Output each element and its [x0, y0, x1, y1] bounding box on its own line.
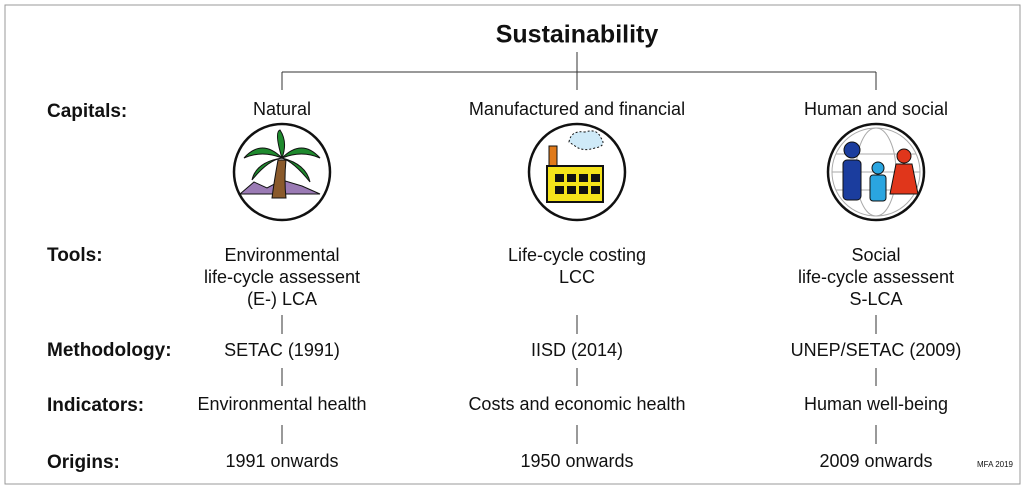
- page: Sustainability Capitals: Tools: Methodol…: [0, 0, 1033, 490]
- tool: life-cycle assessent: [798, 267, 954, 287]
- tool: LCC: [559, 267, 595, 287]
- row-label: Tools:: [47, 245, 103, 266]
- row-label: Origins:: [47, 452, 120, 473]
- indicator: Environmental health: [197, 394, 366, 414]
- tool: Social: [851, 245, 900, 265]
- natural-icon: [234, 124, 330, 220]
- diagram: Sustainability Capitals: Tools: Methodol…: [0, 0, 1033, 490]
- capital: Natural: [253, 99, 311, 119]
- row-label: Methodology:: [47, 340, 172, 361]
- credit: MFA 2019: [977, 460, 1014, 469]
- title: Sustainability: [496, 21, 659, 49]
- origin: 1950 onwards: [520, 451, 633, 471]
- origin: 2009 onwards: [819, 451, 932, 471]
- indicator: Costs and economic health: [468, 394, 685, 414]
- tool: S-LCA: [849, 289, 902, 309]
- tool: (E-) LCA: [247, 289, 317, 309]
- methodology: IISD (2014): [531, 340, 623, 360]
- people-icon: [828, 124, 924, 220]
- indicator: Human well-being: [804, 394, 948, 414]
- row-label: Indicators:: [47, 395, 144, 416]
- capital: Manufactured and financial: [469, 99, 685, 119]
- row-label: Capitals:: [47, 101, 127, 122]
- tool: Life-cycle costing: [508, 245, 646, 265]
- capital: Human and social: [804, 99, 948, 119]
- methodology: SETAC (1991): [224, 340, 340, 360]
- origin: 1991 onwards: [225, 451, 338, 471]
- factory-icon: [529, 124, 625, 220]
- tool: Environmental: [224, 245, 339, 265]
- methodology: UNEP/SETAC (2009): [791, 340, 962, 360]
- tool: life-cycle assessent: [204, 267, 360, 287]
